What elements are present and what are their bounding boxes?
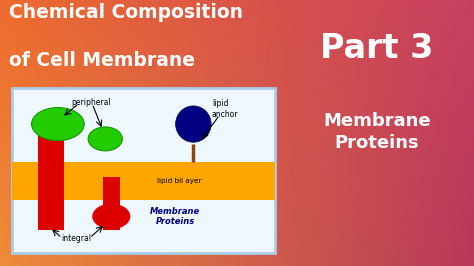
Text: peripheral: peripheral [71, 98, 110, 107]
Text: lipid
anchor: lipid anchor [212, 99, 238, 119]
Ellipse shape [175, 106, 211, 142]
Ellipse shape [88, 127, 122, 151]
Text: Membrane
Proteins: Membrane Proteins [323, 112, 431, 152]
Ellipse shape [32, 107, 84, 140]
Bar [12, 162, 275, 200]
Text: Chemical Composition: Chemical Composition [9, 3, 244, 22]
Ellipse shape [92, 204, 130, 229]
Bar [12, 88, 275, 253]
Bar [38, 121, 64, 230]
Text: of Cell Membrane: of Cell Membrane [9, 51, 195, 69]
Text: Membrane
Proteins: Membrane Proteins [150, 206, 200, 226]
Text: lipid bil ayer: lipid bil ayer [156, 178, 201, 184]
Text: Part 3: Part 3 [320, 32, 434, 65]
Text: integral: integral [61, 234, 91, 243]
Bar [102, 177, 120, 230]
